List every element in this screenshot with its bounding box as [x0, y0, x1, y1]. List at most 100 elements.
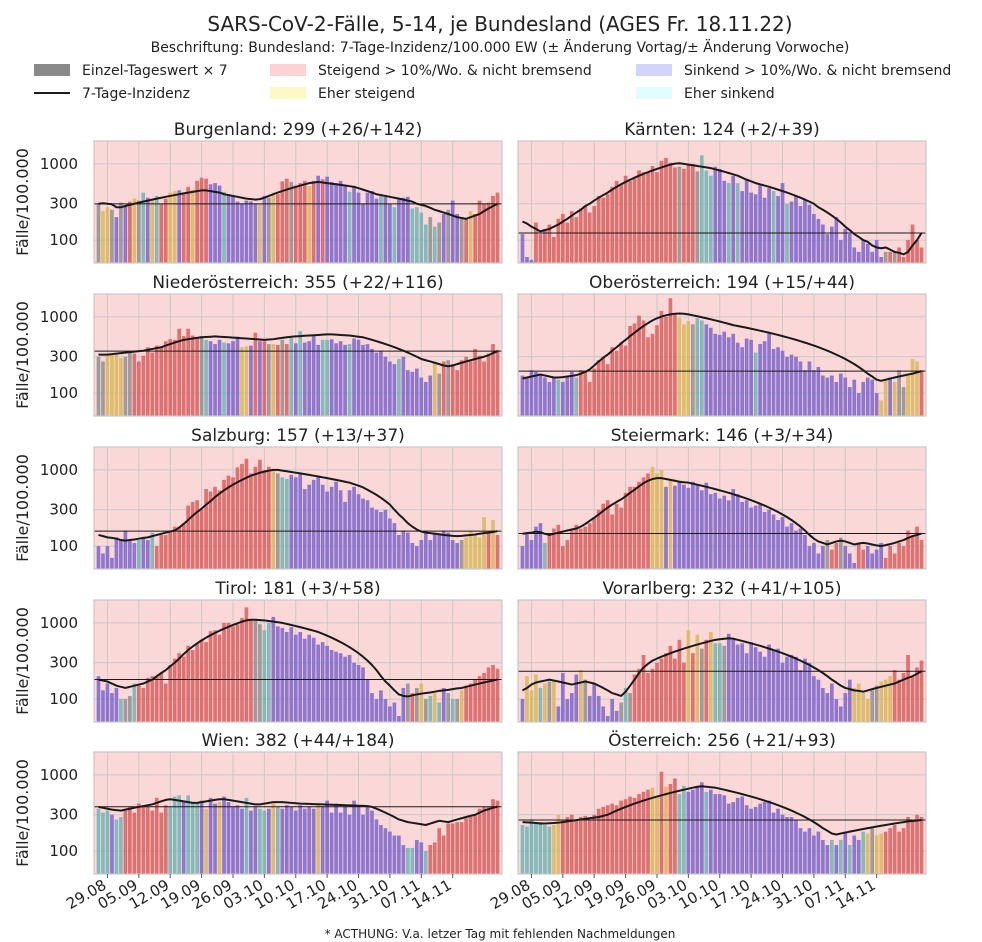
daily-bar: [455, 370, 460, 416]
daily-bar: [244, 458, 249, 569]
daily-bar: [105, 810, 110, 874]
daily-bar: [704, 324, 709, 416]
daily-bar: [619, 342, 623, 416]
daily-bar: [910, 676, 915, 722]
daily-bar: [735, 342, 740, 416]
daily-bar: [771, 650, 776, 722]
daily-bar: [843, 546, 848, 569]
daily-bar: [325, 800, 329, 874]
daily-bar: [240, 347, 244, 416]
daily-bar: [838, 706, 843, 722]
daily-bar: [101, 553, 105, 569]
daily-bar: [525, 676, 529, 722]
daily-bar: [789, 654, 794, 722]
daily-bar: [226, 194, 231, 263]
daily-bar: [128, 806, 132, 874]
daily-bar: [574, 377, 579, 416]
daily-bar: [325, 645, 329, 722]
daily-bar: [569, 693, 574, 722]
daily-bar: [284, 805, 289, 874]
daily-bar: [677, 166, 682, 263]
daily-bar: [441, 214, 446, 263]
daily-bar: [172, 526, 177, 569]
daily-bar: [847, 234, 852, 263]
daily-bar: [145, 347, 150, 416]
daily-bar: [352, 186, 356, 263]
daily-bar: [919, 247, 924, 263]
daily-bar: [673, 778, 677, 874]
daily-bar: [565, 375, 570, 416]
panel: Burgenland: 299 (+26/+142) 100 300 1000 Fäll…: [13, 120, 503, 264]
y-tick-label: 1000: [40, 614, 78, 632]
daily-bar: [852, 562, 857, 569]
daily-bar: [159, 812, 164, 874]
daily-bar: [468, 530, 473, 569]
y-tick-label: 100: [49, 384, 78, 402]
daily-bar: [852, 379, 857, 416]
daily-bar: [637, 170, 641, 263]
footnote: * ACTHUNG: V.a. letzer Tag mit fehlenden…: [325, 927, 676, 941]
daily-bar: [267, 808, 271, 874]
daily-bar: [235, 624, 240, 722]
daily-bar: [316, 175, 321, 263]
daily-bar: [691, 324, 695, 416]
daily-bar: [592, 517, 597, 569]
daily-bar: [861, 240, 866, 263]
daily-bar: [365, 192, 370, 263]
daily-bar: [397, 359, 401, 416]
daily-bar: [717, 794, 722, 874]
daily-bar: [659, 771, 664, 874]
daily-bar: [379, 350, 383, 416]
daily-bar: [249, 201, 253, 263]
figure-subtitle: Beschriftung: Bundesland: 7-Tage-Inziden…: [151, 38, 850, 56]
daily-bar: [664, 786, 668, 874]
daily-bar: [284, 178, 289, 263]
daily-bar: [491, 520, 495, 569]
incidence-line: [98, 798, 498, 826]
daily-bar: [477, 808, 482, 874]
daily-bar: [637, 315, 641, 416]
daily-bar: [794, 656, 798, 722]
daily-bar: [150, 532, 155, 569]
daily-bar: [578, 208, 583, 263]
daily-bar: [406, 532, 410, 569]
daily-bar: [794, 819, 798, 874]
daily-bar: [101, 812, 105, 874]
panel-title: Österreich: 256 (+21/+93): [608, 729, 836, 751]
daily-bar: [740, 501, 745, 569]
daily-bar: [915, 667, 919, 722]
panel-frame: [517, 446, 927, 570]
daily-bar: [803, 658, 807, 722]
daily-bar: [722, 795, 727, 874]
daily-bar: [325, 339, 329, 416]
daily-bar: [780, 662, 785, 722]
daily-bar: [137, 540, 141, 569]
y-tick-label: 300: [49, 654, 78, 672]
daily-bar: [525, 826, 529, 874]
daily-bar: [208, 341, 213, 416]
daily-bar: [677, 639, 682, 722]
daily-bar: [432, 842, 437, 874]
daily-bar: [253, 620, 258, 722]
daily-bar: [208, 184, 213, 263]
daily-bar: [655, 325, 659, 416]
daily-bar: [798, 528, 803, 569]
daily-bar: [547, 681, 552, 722]
daily-bar: [329, 339, 334, 416]
daily-bar: [441, 835, 446, 874]
daily-bar: [181, 336, 186, 416]
daily-bar: [379, 194, 383, 263]
daily-bar: [534, 371, 538, 416]
daily-bar: [726, 337, 731, 416]
daily-bar: [388, 706, 392, 722]
daily-bar: [740, 643, 745, 722]
daily-bar: [834, 542, 839, 569]
daily-bar: [96, 676, 101, 722]
daily-bar: [464, 356, 468, 416]
legend-swatch: [270, 87, 306, 99]
daily-bar: [329, 650, 334, 722]
daily-bar: [637, 794, 641, 874]
daily-bar: [392, 523, 397, 569]
daily-bar: [145, 197, 150, 263]
daily-bar: [843, 228, 848, 263]
